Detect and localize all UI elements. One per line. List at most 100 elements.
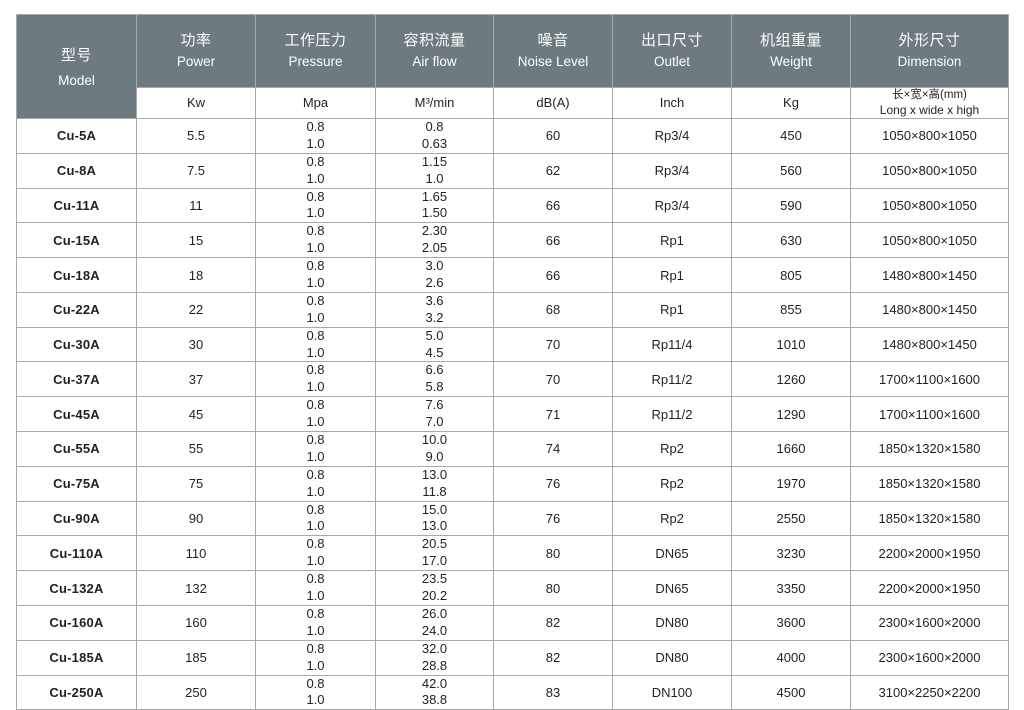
cell-airflow-line-1: 20.5 xyxy=(421,536,448,552)
cell-pressure-line-2: 1.0 xyxy=(306,344,325,360)
cell-airflow: 0.8 0.63 xyxy=(375,118,494,154)
unit-header-weight-value: Kg xyxy=(783,94,799,110)
cell-airflow-line-2: 13.0 xyxy=(421,518,448,534)
column-header-outlet-en: Outlet xyxy=(653,53,691,69)
cell-power: 75 xyxy=(136,465,256,502)
cell-pressure-line-1: 0.8 xyxy=(306,188,325,204)
cell-pressure-line-1: 0.8 xyxy=(306,119,325,134)
cell-airflow: 10.0 9.0 xyxy=(375,431,494,467)
cell-airflow-line-2: 11.8 xyxy=(422,483,447,499)
cell-dimension: 1700×1100×1600 xyxy=(850,361,1009,398)
cell-pressure-line-2: 1.0 xyxy=(306,657,325,673)
specification-table-container: 型号 Model 功率 Power 工作压力 Pressure 容积流量 Air… xyxy=(16,14,1009,710)
cell-airflow-line-2: 4.5 xyxy=(425,344,444,360)
cell-weight: 1660 xyxy=(731,431,851,467)
unit-header-pressure: Mpa xyxy=(255,87,376,119)
cell-dimension: 2200×2000×1950 xyxy=(850,535,1009,572)
cell-airflow: 3.0 2.6 xyxy=(375,257,494,293)
column-header-outlet: 出口尺寸 Outlet xyxy=(612,14,732,88)
unit-header-airflow-value: M³/min xyxy=(414,94,455,110)
cell-pressure-line-2: 1.0 xyxy=(306,135,325,151)
cell-power: 22 xyxy=(136,291,256,328)
cell-airflow-line-1: 10.0 xyxy=(421,432,448,448)
header-row-units: Kw Mpa M³/min dB(A) Inch Kg 长×宽× xyxy=(17,87,1009,119)
cell-outlet: DN65 xyxy=(612,570,732,606)
cell-power: 30 xyxy=(136,326,256,363)
cell-weight: 1010 xyxy=(731,326,851,363)
compressor-specification-table: 型号 Model 功率 Power 工作压力 Pressure 容积流量 Air… xyxy=(16,14,1009,710)
cell-outlet: DN65 xyxy=(612,535,732,572)
cell-weight: 4500 xyxy=(731,674,851,710)
column-header-dimension-en: Dimension xyxy=(897,53,962,69)
unit-header-pressure-value: Mpa xyxy=(302,94,329,110)
cell-model: Cu-37A xyxy=(16,361,137,398)
cell-dimension: 1480×800×1450 xyxy=(850,291,1009,328)
cell-airflow-line-2: 28.8 xyxy=(421,657,448,673)
unit-header-noise-value: dB(A) xyxy=(536,94,570,110)
table-row: Cu-75A 75 0.8 1.0 13.0 11.8 76 Rp2 1970 1850×1320… xyxy=(16,465,1009,502)
column-header-weight: 机组重量 Weight xyxy=(731,14,851,88)
cell-pressure-line-1: 0.8 xyxy=(306,675,325,691)
cell-pressure: 0.8 1.0 xyxy=(255,465,376,502)
cell-power: 7.5 xyxy=(136,152,256,189)
table-row: Cu-132A 132 0.8 1.0 23.5 20.2 80 DN65 3350 2200×2… xyxy=(16,570,1009,606)
unit-header-outlet: Inch xyxy=(612,87,732,119)
cell-pressure-line-1: 0.8 xyxy=(306,362,325,378)
cell-model: Cu-8A xyxy=(16,152,137,189)
cell-pressure-line-1: 0.8 xyxy=(306,327,325,343)
cell-model: Cu-250A xyxy=(16,674,137,710)
cell-pressure-line-2: 1.0 xyxy=(306,518,325,534)
cell-pressure: 0.8 1.0 xyxy=(255,326,376,363)
cell-outlet: Rp1 xyxy=(612,291,732,328)
cell-airflow-line-1: 42.0 xyxy=(421,675,448,691)
unit-header-outlet-value: Inch xyxy=(659,94,685,110)
cell-airflow-line-2: 20.2 xyxy=(421,588,448,604)
cell-airflow: 15.0 13.0 xyxy=(375,500,494,537)
cell-model: Cu-11A xyxy=(16,187,137,224)
column-header-model-cn: 型号 xyxy=(60,47,92,65)
cell-power: 110 xyxy=(136,535,256,572)
cell-airflow: 23.5 20.2 xyxy=(375,570,494,606)
column-header-airflow: 容积流量 Air flow xyxy=(375,14,494,88)
cell-airflow: 2.30 2.05 xyxy=(375,222,494,259)
cell-pressure-line-1: 0.8 xyxy=(306,466,325,482)
column-header-dimension-cn: 外形尺寸 xyxy=(898,32,961,49)
cell-noise: 74 xyxy=(493,431,613,467)
cell-airflow-line-1: 3.0 xyxy=(425,258,444,274)
cell-noise: 70 xyxy=(493,361,613,398)
cell-noise: 82 xyxy=(493,604,613,641)
cell-weight: 855 xyxy=(731,291,851,328)
cell-outlet: Rp3/4 xyxy=(612,187,732,224)
cell-airflow-line-1: 1.65 xyxy=(421,188,448,204)
cell-airflow-line-1: 6.6 xyxy=(425,362,444,378)
column-header-power-cn: 功率 xyxy=(180,32,212,49)
cell-airflow-line-1: 15.0 xyxy=(421,501,448,517)
cell-model: Cu-75A xyxy=(16,465,137,502)
cell-airflow-line-2: 17.0 xyxy=(421,553,448,569)
table-row: Cu-90A 90 0.8 1.0 15.0 13.0 76 Rp2 2550 1850×1320… xyxy=(16,500,1009,537)
cell-airflow-line-1: 1.15 xyxy=(421,153,448,169)
cell-airflow: 1.15 1.0 xyxy=(375,152,494,189)
cell-airflow-line-1: 32.0 xyxy=(421,640,448,656)
cell-power: 55 xyxy=(136,431,256,467)
column-header-pressure: 工作压力 Pressure xyxy=(255,14,376,88)
cell-noise: 82 xyxy=(493,639,613,676)
column-header-pressure-en: Pressure xyxy=(288,53,343,69)
cell-outlet: Rp2 xyxy=(612,431,732,467)
cell-weight: 1970 xyxy=(731,465,851,502)
column-header-weight-cn: 机组重量 xyxy=(759,32,822,49)
cell-pressure-line-1: 0.8 xyxy=(306,432,325,448)
table-row: Cu-5A 5.5 0.8 1.0 0.8 0.63 60 Rp3/4 450 1050×800×… xyxy=(16,118,1009,154)
cell-weight: 3230 xyxy=(731,535,851,572)
table-row: Cu-250A 250 0.8 1.0 42.0 38.8 83 DN100 4500 3100×… xyxy=(16,674,1009,710)
cell-model: Cu-18A xyxy=(16,257,137,293)
cell-power: 37 xyxy=(136,361,256,398)
cell-outlet: DN100 xyxy=(612,674,732,710)
cell-noise: 60 xyxy=(493,118,613,154)
cell-dimension: 1850×1320×1580 xyxy=(850,500,1009,537)
cell-pressure-line-2: 1.0 xyxy=(306,414,325,430)
table-row: Cu-55A 55 0.8 1.0 10.0 9.0 74 Rp2 1660 1850×1320×… xyxy=(16,431,1009,467)
column-header-power: 功率 Power xyxy=(136,14,256,88)
cell-noise: 70 xyxy=(493,326,613,363)
header-row-titles: 型号 Model 功率 Power 工作压力 Pressure 容积流量 Air… xyxy=(16,14,1009,119)
